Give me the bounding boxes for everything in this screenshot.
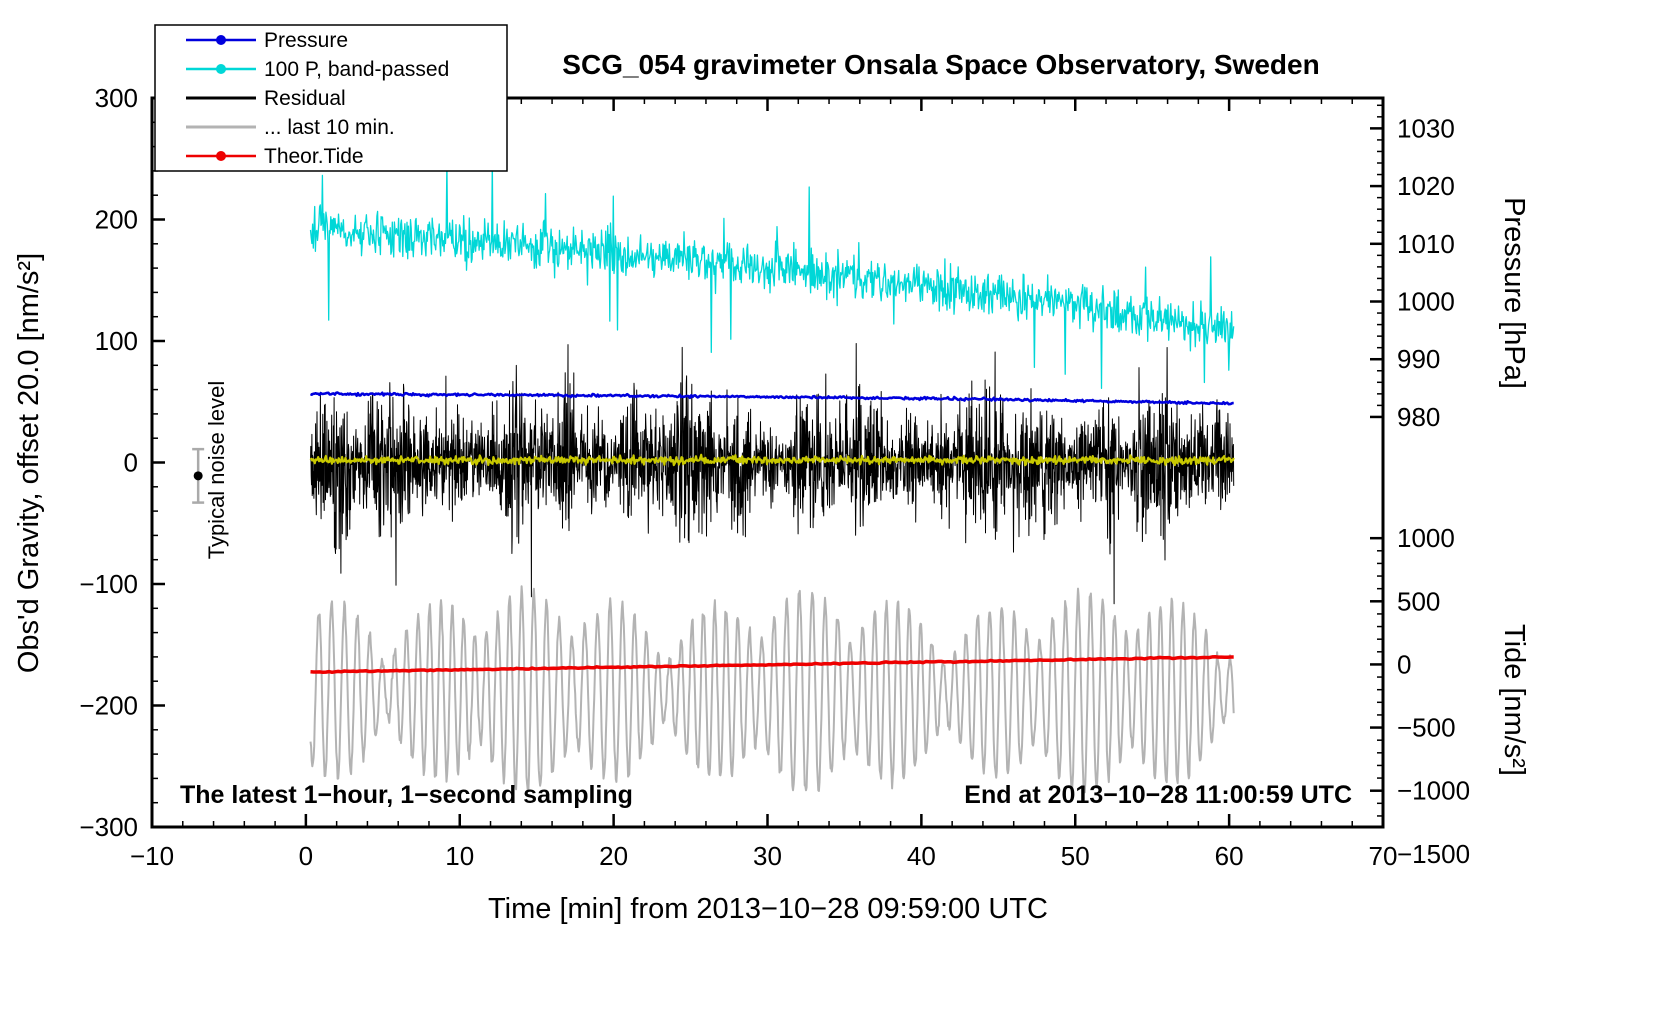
legend: Pressure 100 P, band-passed Residual ...… <box>154 24 508 172</box>
svg-text:0: 0 <box>124 448 138 478</box>
svg-text:0: 0 <box>1397 649 1411 679</box>
legend-entry-last10min: ... last 10 min. <box>186 116 395 139</box>
svg-text:−100: −100 <box>79 569 138 599</box>
svg-text:−10: −10 <box>130 841 174 871</box>
legend-entry-pressure: Pressure <box>186 29 348 52</box>
svg-text:1030: 1030 <box>1397 113 1455 143</box>
svg-text:−200: −200 <box>79 691 138 721</box>
svg-text:300: 300 <box>95 83 138 113</box>
svg-text:0: 0 <box>299 841 313 871</box>
end-time-annotation: End at 2013−10−28 11:00:59 UTC <box>964 781 1352 809</box>
series-layer <box>309 161 1235 794</box>
axes-layer: −10 0 10 20 30 40 50 60 70−300−200−1000100200300… <box>79 83 1470 871</box>
svg-text:980: 980 <box>1397 402 1440 432</box>
svg-text:100: 100 <box>95 326 138 356</box>
legend-label-theortide: Theor.Tide <box>264 145 364 168</box>
svg-text:60: 60 <box>1215 841 1244 871</box>
chart-title: SCG_054 gravimeter Onsala Space Observat… <box>562 49 1319 80</box>
pressure-axis-label: Pressure [hPa] <box>1498 197 1530 389</box>
svg-text:−1500: −1500 <box>1397 839 1470 869</box>
svg-text:500: 500 <box>1397 586 1440 616</box>
svg-text:50: 50 <box>1061 841 1090 871</box>
legend-entry-residual: Residual <box>186 87 346 110</box>
svg-text:1000: 1000 <box>1397 287 1455 317</box>
svg-text:200: 200 <box>95 205 138 235</box>
svg-text:1000: 1000 <box>1397 523 1455 553</box>
svg-text:1010: 1010 <box>1397 229 1455 259</box>
svg-text:20: 20 <box>599 841 628 871</box>
noise-level-label: Typical noise level <box>204 381 229 560</box>
svg-text:990: 990 <box>1397 344 1440 374</box>
legend-label-last10min: ... last 10 min. <box>264 116 395 139</box>
legend-marker-bandpassed <box>216 64 226 74</box>
y-left-axis-label: Obs'd Gravity, offset 20.0 [nm/s²] <box>13 253 45 673</box>
legend-marker-pressure <box>216 35 226 45</box>
svg-text:40: 40 <box>907 841 936 871</box>
svg-text:−1000: −1000 <box>1397 776 1470 806</box>
legend-label-residual: Residual <box>264 87 346 110</box>
svg-text:1020: 1020 <box>1397 171 1455 201</box>
tide-axis-label: Tide [nm/s²] <box>1498 624 1530 776</box>
legend-entry-theortide: Theor.Tide <box>186 145 364 168</box>
svg-text:70: 70 <box>1369 841 1398 871</box>
legend-label-bandpassed: 100 P, band-passed <box>264 58 449 81</box>
sampling-annotation: The latest 1−hour, 1−second sampling <box>180 781 633 809</box>
svg-text:10: 10 <box>445 841 474 871</box>
legend-entry-bandpassed: 100 P, band-passed <box>186 58 449 81</box>
legend-marker-theortide <box>216 151 226 161</box>
svg-text:−500: −500 <box>1397 713 1456 743</box>
legend-label-pressure: Pressure <box>264 29 348 52</box>
svg-text:−300: −300 <box>79 812 138 842</box>
svg-text:30: 30 <box>753 841 782 871</box>
x-axis-label: Time [min] from 2013−10−28 09:59:00 UTC <box>488 893 1048 925</box>
